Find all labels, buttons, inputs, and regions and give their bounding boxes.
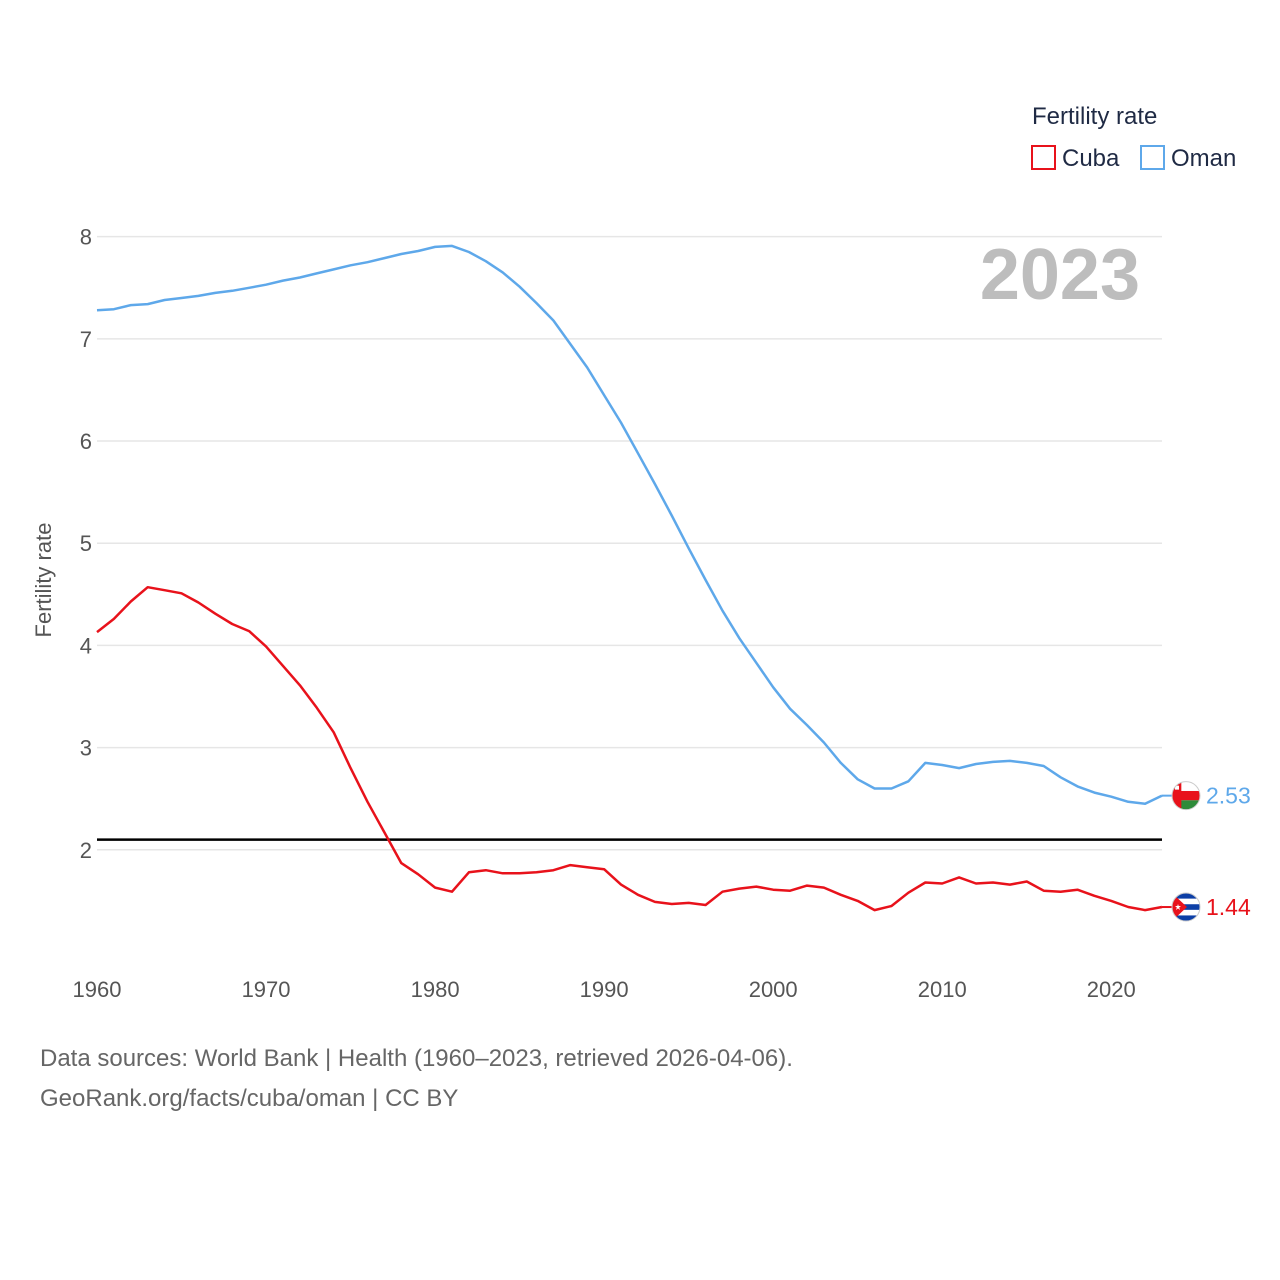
- y-axis-title: Fertility rate: [31, 523, 56, 638]
- y-tick-label-5: 5: [80, 531, 92, 556]
- x-tick-label-1970: 1970: [242, 977, 291, 1002]
- year-label: 2023: [980, 235, 1140, 315]
- series-line-oman[interactable]: [96, 244, 1163, 806]
- y-axis-ticks: 2 3 4 5 6 7 8: [80, 225, 92, 863]
- x-axis-ticks: 1960 1970 1980 1990 2000 2010 2020: [73, 977, 1136, 1002]
- grid-lines: [97, 235, 1162, 851]
- legend-item-oman[interactable]: Oman: [1140, 145, 1236, 172]
- x-tick-label-2020: 2020: [1087, 977, 1136, 1002]
- legend-label-cuba: Cuba: [1062, 145, 1120, 172]
- legend-label-oman: Oman: [1171, 145, 1236, 172]
- series-endpoints: 1.44 2.53: [1162, 781, 1251, 922]
- y-tick-label-4: 4: [80, 633, 92, 658]
- credit-link[interactable]: GeoRank.org/facts/cuba/oman | CC BY: [40, 1085, 459, 1112]
- y-tick-label-2: 2: [80, 838, 92, 863]
- legend: Fertility rate Cuba Oman: [1031, 103, 1236, 172]
- legend-swatch-oman: [1140, 145, 1165, 170]
- oman-flag-icon: [1171, 781, 1201, 811]
- legend-title: Fertility rate: [1032, 103, 1157, 130]
- y-tick-label-3: 3: [80, 736, 92, 761]
- cuba-flag-icon: [1171, 892, 1201, 922]
- legend-swatch-cuba: [1031, 145, 1056, 170]
- x-tick-label-1960: 1960: [73, 977, 122, 1002]
- x-tick-label-2010: 2010: [918, 977, 967, 1002]
- legend-item-cuba[interactable]: Cuba: [1031, 145, 1120, 172]
- x-tick-label-2000: 2000: [749, 977, 798, 1002]
- series-line-cuba[interactable]: [96, 585, 1163, 912]
- x-tick-label-1980: 1980: [411, 977, 460, 1002]
- x-tick-label-1990: 1990: [580, 977, 629, 1002]
- data-source-note: Data sources: World Bank | Health (1960–…: [40, 1045, 793, 1072]
- y-tick-label-6: 6: [80, 429, 92, 454]
- y-tick-label-7: 7: [80, 327, 92, 352]
- series-lines: [96, 244, 1163, 912]
- end-value-cuba: 1.44: [1206, 894, 1251, 920]
- end-value-oman: 2.53: [1206, 783, 1251, 809]
- y-tick-label-8: 8: [80, 225, 92, 250]
